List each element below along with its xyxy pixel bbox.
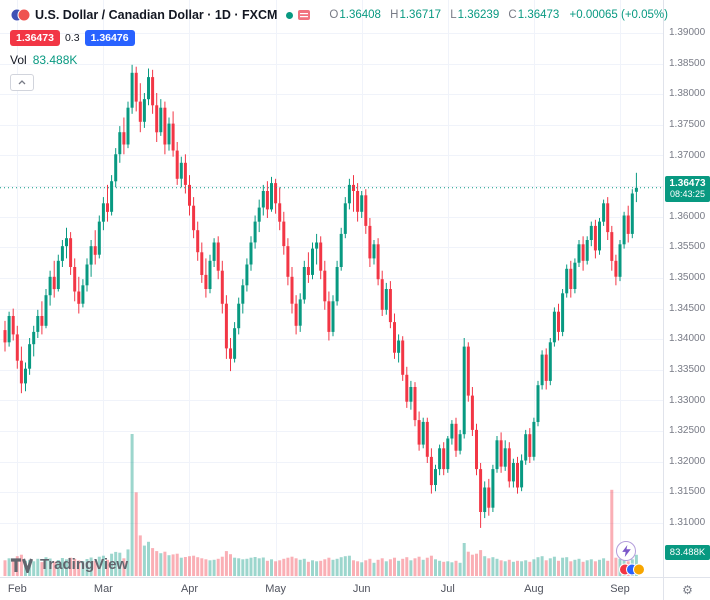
- price-tick-label: 1.33000: [669, 394, 706, 406]
- chevron-up-icon: [18, 80, 26, 85]
- volume-value: 83.488K: [32, 53, 78, 67]
- price-tick-label: 1.31500: [669, 486, 706, 498]
- symbol-title[interactable]: U.S. Dollar / Canadian Dollar · 1D · FXC…: [35, 8, 278, 22]
- price-tick-label: 1.37000: [669, 149, 706, 161]
- time-tick-label: May: [265, 583, 286, 595]
- chart-canvas[interactable]: [0, 0, 663, 577]
- price-tick-label: 1.34000: [669, 333, 706, 345]
- lightning-icon: [621, 545, 631, 557]
- high-value: 1.36717: [399, 9, 442, 21]
- price-tick-label: 1.39000: [669, 27, 706, 38]
- price-tick-label: 1.36000: [669, 210, 706, 222]
- open-value: 1.36408: [339, 9, 381, 21]
- bid-badge[interactable]: 1.36473: [10, 30, 60, 46]
- change-value: +0.00065 (+0.05%): [569, 9, 668, 21]
- price-tick-label: 1.31000: [669, 517, 706, 528]
- price-tick-label: 1.38000: [669, 88, 706, 100]
- price-tick-label: 1.32500: [669, 425, 706, 437]
- price-tick-label: 1.32000: [669, 455, 706, 467]
- time-tick-label: Jul: [440, 583, 455, 595]
- ohlc-readout: O1.36408 H1.36717 L1.36239 C1.36473 +0.0…: [323, 9, 668, 21]
- open-label: O: [329, 9, 339, 21]
- time-tick-label: Mar: [93, 583, 113, 595]
- current-price-badge: 1.36473 08:43:25: [665, 175, 710, 202]
- time-axis[interactable]: Feb Mar Apr May Jun Jul Aug Sep ⚙: [0, 577, 710, 600]
- time-tick-label: Sep: [610, 583, 630, 595]
- price-tick-label: 1.33500: [669, 363, 706, 375]
- legend-row-symbol: U.S. Dollar / Canadian Dollar · 1D · FXC…: [10, 5, 668, 25]
- time-tick-label: Feb: [7, 583, 27, 595]
- status-dot-icon: [286, 11, 294, 19]
- legend-stripes-icon: [298, 10, 311, 20]
- legend-collapse-button[interactable]: [10, 74, 34, 91]
- lightning-button[interactable]: [616, 541, 636, 561]
- bid-ask-row: 1.36473 0.3 1.36476: [10, 30, 668, 46]
- candle-countdown: 08:43:25: [669, 188, 706, 199]
- close-value: 1.36473: [517, 9, 560, 21]
- symbol-flag-icon: [10, 8, 30, 22]
- price-tick-label: 1.34500: [669, 302, 706, 314]
- close-label: C: [508, 9, 517, 21]
- price-tick-label: 1.35500: [669, 241, 706, 253]
- tradingview-mark-icon: [11, 557, 34, 573]
- volume-legend: Vol 83.488K: [10, 53, 668, 67]
- spread-value: 0.3: [64, 32, 80, 44]
- price-tick-label: 1.37500: [669, 118, 706, 130]
- price-tick-label: 1.35000: [669, 272, 706, 283]
- legend: U.S. Dollar / Canadian Dollar · 1D · FXC…: [10, 5, 668, 91]
- low-value: 1.36239: [457, 9, 500, 21]
- price-axis[interactable]: 1.36473 08:43:25 83.488K 1.39000 1.38500 1…: [663, 0, 710, 577]
- time-tick-label: Jun: [352, 583, 371, 595]
- current-price: 1.36473: [669, 177, 706, 189]
- price-tick-label: 1.38500: [669, 57, 706, 69]
- time-tick-label: Apr: [180, 583, 199, 595]
- volume-badge: 83.488K: [665, 544, 710, 560]
- reactions-cluster[interactable]: [619, 562, 645, 582]
- axis-corner: ⚙: [663, 578, 710, 600]
- tradingview-brand-text: TradingView: [40, 556, 129, 573]
- low-label: L: [450, 9, 457, 21]
- tradingview-logo[interactable]: TradingView: [10, 556, 128, 573]
- gear-icon[interactable]: ⚙: [682, 582, 693, 597]
- volume-label: Vol: [10, 53, 27, 67]
- time-tick-label: Aug: [524, 583, 544, 595]
- high-label: H: [390, 9, 399, 21]
- ask-badge[interactable]: 1.36476: [84, 30, 135, 46]
- colored-circles-icon: [619, 563, 645, 576]
